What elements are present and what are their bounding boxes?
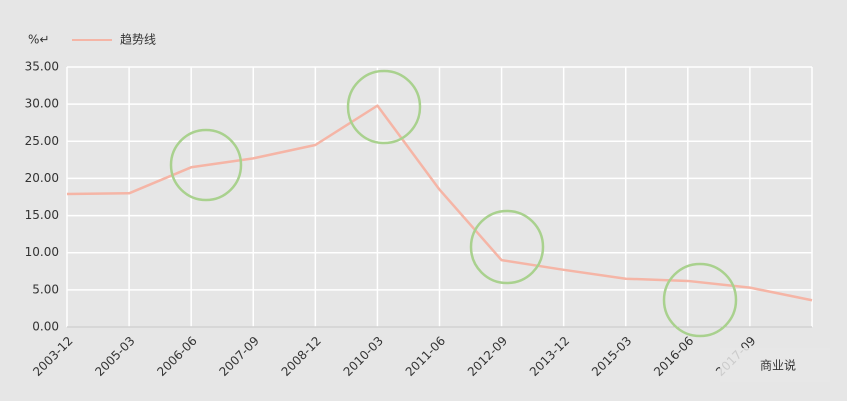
line xyxy=(66,104,813,302)
y-tick-label: 5.00 xyxy=(32,282,59,296)
watermark-bg xyxy=(720,348,830,382)
y-tick-label: 25.00 xyxy=(25,134,59,148)
highlight-circle xyxy=(662,262,738,338)
y-tick-label: 0.00 xyxy=(32,320,59,334)
highlight-circle xyxy=(346,69,422,145)
y-tick-label: 20.00 xyxy=(25,171,59,185)
highlight-circle xyxy=(469,209,545,285)
watermark: 商业说 xyxy=(760,358,796,373)
y-tick-label: 35.00 xyxy=(25,60,59,74)
y-tick-label: 10.00 xyxy=(25,245,59,259)
y-tick-label: 30.00 xyxy=(25,97,59,111)
y-tick-label: 15.00 xyxy=(25,208,59,222)
legend-label: 趋势线 xyxy=(120,33,156,47)
highlight-circle xyxy=(169,128,243,202)
y-axis-label: %↵ xyxy=(28,33,49,47)
